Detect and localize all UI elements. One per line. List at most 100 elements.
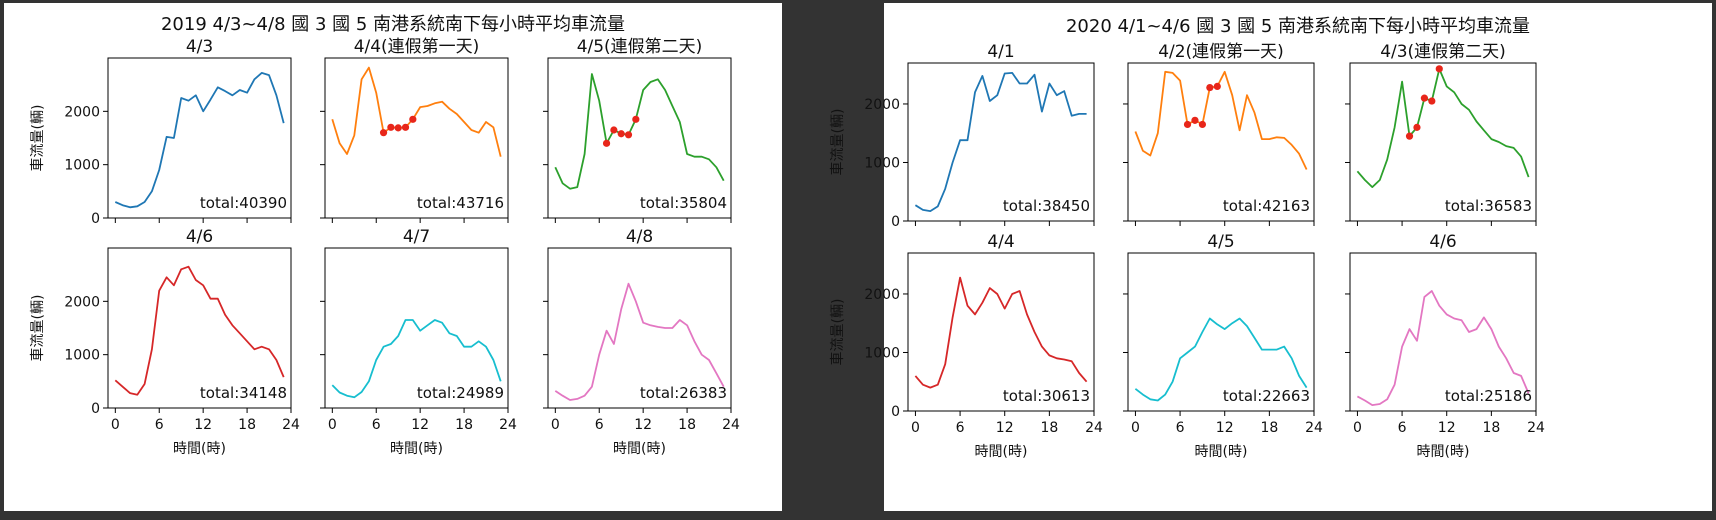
x-tick-label: 12 bbox=[634, 417, 652, 433]
total-label: total:24989 bbox=[417, 384, 504, 402]
highlight-point bbox=[624, 131, 633, 139]
x-tick-label: 12 bbox=[411, 417, 429, 433]
highlight-point bbox=[387, 123, 395, 131]
figure-background bbox=[4, 3, 782, 511]
x-tick-label: 24 bbox=[282, 417, 300, 433]
x-tick-label: 12 bbox=[1438, 420, 1456, 436]
total-label: total:36583 bbox=[1445, 197, 1532, 215]
subplot-frame bbox=[547, 247, 732, 409]
highlight-point bbox=[1405, 132, 1414, 140]
subplot-frame bbox=[1127, 252, 1315, 412]
y-axis-label: 車流量(輛) bbox=[29, 105, 46, 172]
figure-title: 2020 4/1~4/6 國 3 國 5 南港系統南下每小時平均車流量 bbox=[1066, 16, 1530, 37]
figure-background bbox=[884, 3, 1712, 511]
x-tick-label: 6 bbox=[1398, 420, 1407, 436]
subplot-title: 4/6 bbox=[1429, 232, 1456, 252]
x-tick-label: 18 bbox=[238, 417, 256, 433]
series-line bbox=[114, 265, 285, 396]
subplot-frame bbox=[907, 252, 1095, 412]
series-line bbox=[554, 73, 725, 190]
total-label: total:35804 bbox=[640, 194, 727, 212]
highlight-point bbox=[1183, 120, 1192, 129]
subplot-5: 4/7 0 6 12 18 24 時間(時) total:24989 bbox=[320, 227, 517, 457]
y-tick-label: 1000 bbox=[64, 158, 100, 174]
highlight-point bbox=[1213, 82, 1221, 91]
x-tick-label: 18 bbox=[678, 417, 696, 433]
subplot-frame bbox=[324, 57, 509, 219]
subplot-title: 4/8 bbox=[626, 227, 653, 247]
subplot-title: 4/7 bbox=[403, 227, 430, 247]
x-axis-label: 時間(時) bbox=[975, 444, 1028, 460]
subplot-1: 4/1 0 1000 2000 車流量(輛) total:38450 bbox=[829, 42, 1095, 230]
x-tick-label: 0 bbox=[111, 417, 120, 433]
x-tick-label: 24 bbox=[499, 417, 517, 433]
highlight-point bbox=[632, 115, 640, 123]
highlight-point bbox=[1191, 116, 1199, 124]
series-line bbox=[1356, 68, 1530, 189]
subplot-frame bbox=[1349, 252, 1537, 412]
total-label: total:40390 bbox=[200, 194, 287, 212]
highlight-point bbox=[602, 139, 611, 147]
series-line bbox=[554, 282, 725, 401]
y-tick-label: 2000 bbox=[864, 287, 900, 303]
highlight-point bbox=[1206, 83, 1214, 92]
subplot-title: 4/1 bbox=[987, 42, 1014, 62]
y-axis-label: 車流量(輛) bbox=[829, 109, 846, 176]
highlight-point bbox=[1413, 123, 1421, 131]
subplot-frame bbox=[547, 57, 732, 219]
x-tick-label: 12 bbox=[194, 417, 212, 433]
y-tick-label: 0 bbox=[91, 401, 100, 417]
x-tick-label: 0 bbox=[328, 417, 337, 433]
x-tick-label: 6 bbox=[372, 417, 381, 433]
subplot-6: 4/6 0 6 12 18 24 時間(時) total:25186 bbox=[1345, 232, 1545, 460]
subplot-frame bbox=[107, 57, 292, 219]
figure-2: 2020 4/1~4/6 國 3 國 5 南港系統南下每小時平均車流量 4/1 0 1… bbox=[829, 3, 1712, 511]
total-label: total:26383 bbox=[640, 384, 727, 402]
series-line bbox=[1134, 70, 1308, 170]
y-tick-label: 0 bbox=[891, 404, 900, 420]
highlight-point bbox=[1435, 65, 1443, 73]
x-axis-label: 時間(時) bbox=[613, 441, 666, 457]
total-label: total:34148 bbox=[200, 384, 287, 402]
y-tick-label: 1000 bbox=[864, 155, 900, 171]
series-line bbox=[114, 72, 285, 209]
x-tick-label: 0 bbox=[1131, 420, 1140, 436]
total-label: total:25186 bbox=[1445, 387, 1532, 405]
total-label: total:38450 bbox=[1003, 197, 1090, 215]
highlight-point bbox=[1428, 97, 1436, 105]
subplot-title: 4/5 bbox=[1207, 232, 1234, 252]
x-tick-label: 18 bbox=[455, 417, 473, 433]
x-tick-label: 18 bbox=[1482, 420, 1500, 436]
highlight-point bbox=[610, 126, 618, 134]
x-tick-label: 18 bbox=[1040, 420, 1058, 436]
total-label: total:30613 bbox=[1003, 387, 1090, 405]
series-line bbox=[1356, 290, 1530, 407]
x-tick-label: 24 bbox=[1085, 420, 1103, 436]
series-line bbox=[331, 66, 502, 157]
highlight-point bbox=[1420, 94, 1428, 102]
highlight-point bbox=[617, 130, 625, 138]
total-label: total:42163 bbox=[1223, 197, 1310, 215]
subplot-2: 4/4(連假第一天) total:43716 bbox=[320, 37, 509, 223]
y-tick-label: 2000 bbox=[864, 97, 900, 113]
x-tick-label: 12 bbox=[996, 420, 1014, 436]
subplot-title: 4/3 bbox=[186, 37, 213, 57]
subplot-frame bbox=[1349, 62, 1537, 222]
x-tick-label: 24 bbox=[722, 417, 740, 433]
x-axis-label: 時間(時) bbox=[390, 441, 443, 457]
y-tick-label: 1000 bbox=[864, 345, 900, 361]
highlight-point bbox=[401, 123, 410, 131]
subplot-frame bbox=[107, 247, 292, 409]
subplot-2: 4/2(連假第一天) total:42163 bbox=[1123, 42, 1315, 226]
series-line bbox=[914, 276, 1088, 389]
series-line bbox=[914, 72, 1087, 213]
x-axis-label: 時間(時) bbox=[1195, 444, 1248, 460]
x-tick-label: 6 bbox=[1176, 420, 1185, 436]
total-label: total:22663 bbox=[1223, 387, 1310, 405]
x-tick-label: 0 bbox=[911, 420, 920, 436]
x-axis-label: 時間(時) bbox=[1417, 444, 1470, 460]
y-tick-label: 0 bbox=[91, 211, 100, 227]
